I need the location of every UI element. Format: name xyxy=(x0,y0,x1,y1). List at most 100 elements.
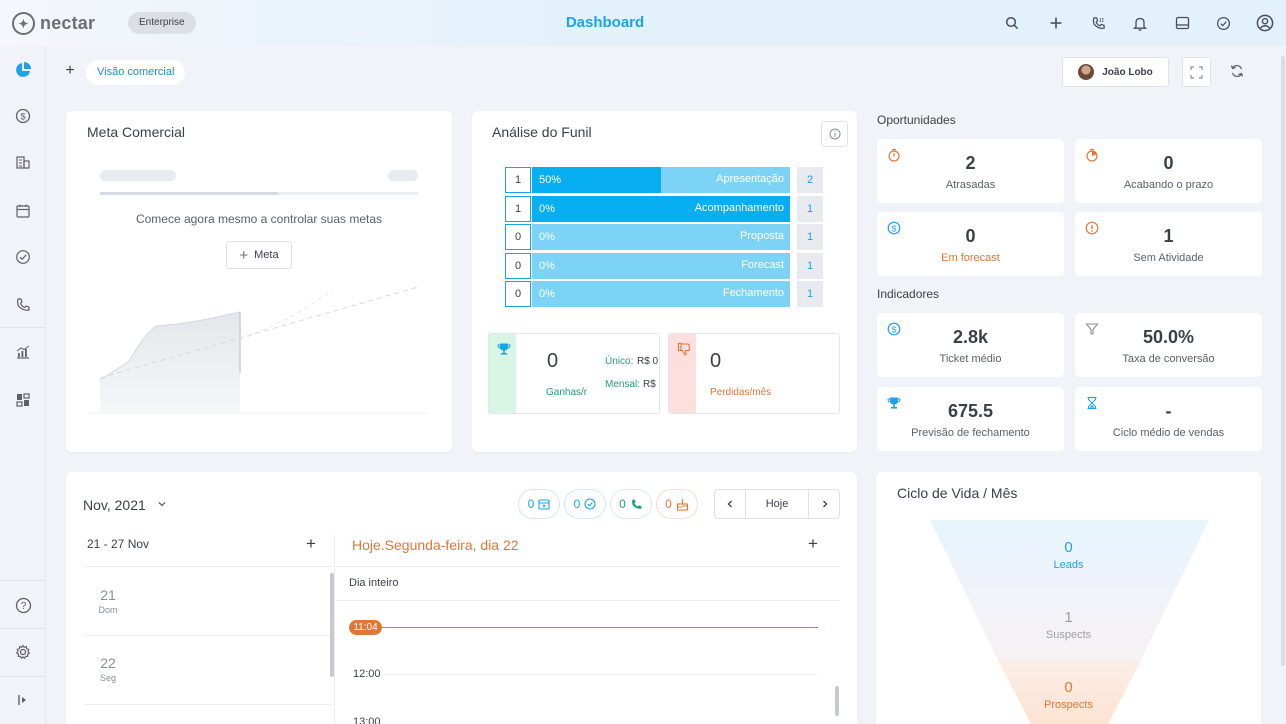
calendar-counter-birthdays[interactable]: 0 xyxy=(656,489,698,519)
stat-ticket-medio[interactable]: $ 2.8k Ticket médio xyxy=(877,313,1064,377)
perdidas-strip xyxy=(669,334,696,413)
funnel-stage-bar[interactable]: 50% Apresentação xyxy=(532,167,790,193)
day-view-title: Hoje.Segunda-feira, dia 22 xyxy=(352,537,519,553)
meta-progress-track xyxy=(100,192,418,195)
building-icon[interactable] xyxy=(13,152,33,172)
skeleton-bar xyxy=(100,170,176,181)
funnel-info-button[interactable] xyxy=(821,121,848,147)
ganhas-value: 0 xyxy=(547,350,559,372)
calendar-nav xyxy=(714,489,840,519)
stat-label: Taxa de conversão xyxy=(1122,353,1215,365)
stat-value: 675.5 xyxy=(947,401,994,421)
meta-progress-fill xyxy=(100,192,279,195)
day-item-21[interactable]: 21 Dom xyxy=(84,586,132,626)
stat-ciclo-medio[interactable]: - Ciclo médio de vendas xyxy=(1075,387,1262,451)
mensal-value: R$ xyxy=(643,379,656,390)
stat-sem-atividade[interactable]: 1 Sem Atividade xyxy=(1075,212,1262,276)
ganhas-label: Ganhas/r xyxy=(546,387,588,398)
app-logo[interactable]: ✦ nectar xyxy=(12,12,95,35)
task-check-icon[interactable] xyxy=(13,247,33,267)
stat-label: Ticket médio xyxy=(939,353,1002,365)
chevron-down-icon[interactable] xyxy=(157,498,167,512)
perdidas-box[interactable]: 0 Perdidas/mês xyxy=(668,333,840,414)
funnel-stage-bar[interactable]: 0% Acompanhamento xyxy=(532,196,790,222)
ganhas-box[interactable]: 0 Ganhas/r Único: R$ 0 Mensal: R$ xyxy=(488,333,660,414)
divider xyxy=(336,566,840,567)
funnel-stage-next-count[interactable]: 1 xyxy=(797,224,823,250)
funnel-stage-bar[interactable]: 0% Forecast xyxy=(532,253,790,279)
funnel-stage-next-count[interactable]: 2 xyxy=(797,167,823,193)
day-scrollbar[interactable] xyxy=(835,686,839,716)
lifecycle-stage-prospects xyxy=(998,660,1141,724)
help-icon[interactable]: ? xyxy=(13,595,33,615)
hour-label: 13:00 xyxy=(353,716,381,724)
calendar-month[interactable]: Nov, 2021 xyxy=(83,497,146,513)
next-button[interactable] xyxy=(808,489,840,519)
add-event-day-button[interactable]: + xyxy=(808,534,818,553)
logo-icon: ✦ xyxy=(12,12,35,35)
stat-em-forecast[interactable]: $ 0 Em forecast xyxy=(877,212,1064,276)
day-item-22[interactable]: 22 Seg xyxy=(84,654,132,694)
calendar-counter-events[interactable]: 0 xyxy=(518,489,560,519)
calendar-counter-tasks[interactable]: 0 xyxy=(564,489,606,519)
dollar-icon[interactable]: $ xyxy=(13,106,33,126)
expand-sidebar-icon[interactable] xyxy=(13,690,33,710)
lifecycle-stage-suspects xyxy=(964,590,1175,660)
funnel-stage-percent: 50% xyxy=(539,174,562,186)
stat-taxa-conversao[interactable]: 50.0% Taxa de conversão xyxy=(1075,313,1262,377)
funnel-stage-bar[interactable]: 0% Fechamento xyxy=(532,281,790,307)
check-circle-icon[interactable] xyxy=(1213,13,1233,33)
today-button[interactable]: Hoje xyxy=(765,498,789,510)
tab-visao-comercial[interactable]: Visão comercial xyxy=(86,60,186,85)
calendar-icon[interactable] xyxy=(13,201,33,221)
add-meta-button[interactable]: + Meta xyxy=(226,241,292,269)
avatar xyxy=(1078,64,1095,80)
timer-icon xyxy=(1084,147,1100,163)
funnel-stage-next-count[interactable]: 1 xyxy=(797,253,823,279)
funnel-stage-next-count[interactable]: 1 xyxy=(797,196,823,222)
funnel-stage-percent: 0% xyxy=(539,288,555,300)
add-view-button[interactable]: + xyxy=(65,62,75,79)
funnel-stage-fill xyxy=(532,167,661,193)
gear-icon[interactable] xyxy=(13,642,33,662)
inbox-icon[interactable] xyxy=(1172,13,1192,33)
add-event-week-button[interactable]: + xyxy=(306,534,316,553)
prev-button[interactable] xyxy=(714,489,746,519)
funnel-stage-bar[interactable]: 0% Proposta xyxy=(532,224,790,250)
phone-call-icon[interactable] xyxy=(13,295,33,315)
phone-icon[interactable] xyxy=(1088,13,1108,33)
stat-acabando-prazo[interactable]: 0 Acabando o prazo xyxy=(1075,139,1262,203)
refresh-icon[interactable] xyxy=(1230,64,1246,80)
suspects-value: 1 xyxy=(1064,609,1073,626)
lifecycle-stage-leads xyxy=(930,520,1209,590)
stat-previsao-fechamento[interactable]: 675.5 Previsão de fechamento xyxy=(877,387,1064,451)
hour-label: 12:00 xyxy=(353,668,381,680)
user-filter-button[interactable]: João Lobo xyxy=(1062,57,1169,87)
trophy-icon xyxy=(497,342,511,359)
stat-value: - xyxy=(1165,401,1172,421)
week-scrollbar[interactable] xyxy=(330,573,334,677)
page-scrollbar[interactable] xyxy=(1281,56,1285,666)
widgets-icon[interactable] xyxy=(13,390,33,410)
stat-value: 1 xyxy=(1163,226,1174,246)
info-icon xyxy=(829,128,840,140)
stat-atrasadas[interactable]: 2 Atrasadas xyxy=(877,139,1064,203)
dashboard-pie-icon[interactable] xyxy=(13,60,33,80)
bell-icon[interactable] xyxy=(1130,13,1150,33)
hourglass-icon xyxy=(1084,395,1100,411)
counter-value: 0 xyxy=(527,497,535,511)
unico-value: R$ 0 xyxy=(637,356,659,367)
reports-chart-icon[interactable] xyxy=(13,342,33,362)
day-number: 21 xyxy=(100,587,116,603)
plus-icon[interactable] xyxy=(1046,13,1066,33)
meta-empty-message: Comece agora mesmo a controlar suas meta… xyxy=(135,212,383,226)
calendar-counter-calls[interactable]: 0 xyxy=(610,489,652,519)
fullscreen-button[interactable] xyxy=(1182,57,1211,87)
search-icon[interactable] xyxy=(1002,13,1022,33)
user-circle-icon[interactable] xyxy=(1255,13,1275,33)
funnel-stage-count: 1 xyxy=(505,196,531,222)
day-number: 22 xyxy=(100,655,116,671)
day-weekday: Dom xyxy=(98,605,118,615)
analise-funil-title: Análise do Funil xyxy=(492,124,592,140)
funnel-stage-next-count[interactable]: 1 xyxy=(797,281,823,307)
